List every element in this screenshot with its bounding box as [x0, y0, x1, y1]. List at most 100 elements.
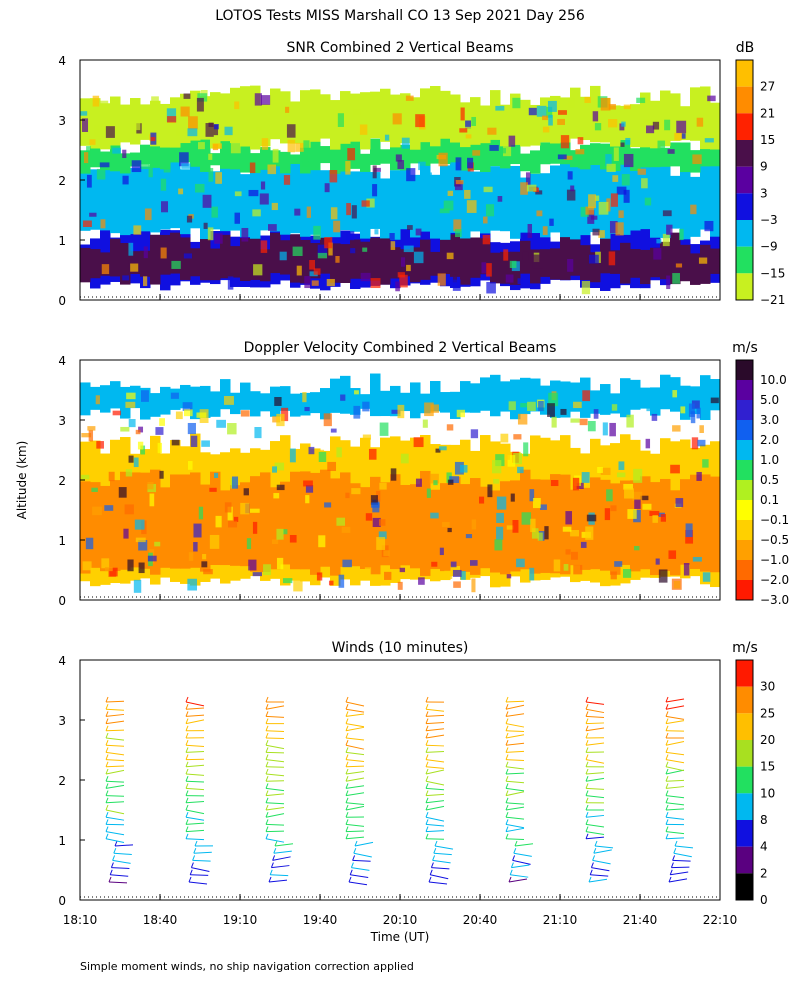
- heatmap-cell: [530, 104, 541, 146]
- wind-barb: [265, 705, 285, 710]
- heatmap-cell: [467, 157, 474, 169]
- heatmap-cell: [362, 401, 370, 412]
- heatmap-cell: [260, 240, 268, 253]
- heatmap-cell: [181, 163, 191, 169]
- heatmap-cell: [486, 281, 496, 294]
- heatmap-cell: [605, 154, 612, 166]
- wind-barb: [265, 802, 285, 805]
- heatmap-cell: [580, 144, 591, 170]
- wind-barb-flag: [505, 819, 509, 825]
- heatmap-cell: [210, 248, 221, 281]
- heatmap-cell: [493, 478, 500, 484]
- colorbar-swatch: [736, 220, 753, 247]
- heatmap-cell: [447, 190, 454, 196]
- colorbar-swatch: [736, 660, 753, 687]
- heatmap-cell: [602, 422, 608, 436]
- heatmap-cell: [109, 567, 118, 577]
- heatmap-cell: [700, 158, 711, 230]
- wind-barb: [192, 859, 211, 862]
- heatmap-cell: [439, 547, 444, 556]
- wind-barb-flag: [265, 826, 269, 832]
- heatmap-cell: [360, 92, 371, 150]
- wind-barb-flag: [425, 768, 429, 775]
- wind-barb: [105, 838, 125, 844]
- wind-barb: [665, 837, 685, 840]
- wind-barb: [665, 759, 685, 764]
- heatmap-cell: [294, 208, 301, 216]
- heatmap-cell: [240, 482, 251, 567]
- wind-barb: [345, 830, 365, 833]
- heatmap-cell: [656, 239, 662, 244]
- wind-barb-flag: [430, 862, 434, 868]
- heatmap-cell: [260, 104, 271, 147]
- colorbar-swatch: [736, 766, 753, 794]
- wind-barb: [665, 705, 685, 710]
- heatmap-cell: [220, 490, 231, 566]
- heatmap-cell: [687, 185, 694, 200]
- heatmap-cell: [550, 480, 559, 487]
- wind-barb-flag: [185, 718, 189, 724]
- heatmap-cell: [447, 479, 454, 485]
- wind-barb-flag: [269, 869, 273, 875]
- wind-barb-flag: [185, 747, 189, 753]
- heatmap-cell: [133, 579, 142, 593]
- heatmap-cell: [300, 392, 311, 416]
- heatmap-cell: [100, 151, 111, 171]
- colorbar-swatch: [736, 560, 753, 580]
- heatmap-cell: [610, 250, 621, 274]
- heatmap-cell: [400, 453, 409, 464]
- heatmap-cell: [489, 145, 499, 151]
- wind-barb: [185, 822, 205, 825]
- wind-barb-flag: [585, 804, 589, 811]
- heatmap-cell: [571, 551, 578, 560]
- colorbar-label: −0.1: [760, 513, 789, 527]
- wind-barb-flag: [585, 768, 589, 775]
- heatmap-cell: [430, 144, 441, 164]
- wind-barb-flag: [590, 862, 594, 868]
- heatmap-cell: [252, 209, 261, 217]
- heatmap-cell: [150, 469, 161, 575]
- wind-barb: [513, 852, 532, 857]
- wind-barb: [185, 744, 205, 748]
- heatmap-cell: [274, 462, 285, 471]
- wind-barb-flag: [513, 848, 517, 854]
- heatmap-cell: [220, 163, 231, 232]
- heatmap-cell: [143, 276, 148, 287]
- heatmap-cell: [640, 476, 651, 570]
- heatmap-cell: [615, 222, 624, 236]
- heatmap-cell: [293, 577, 303, 592]
- heatmap-cell: [110, 164, 121, 234]
- wind-barb: [425, 766, 445, 769]
- heatmap-cell: [370, 495, 378, 505]
- heatmap-cell: [270, 165, 281, 232]
- heatmap-cell: [529, 489, 535, 502]
- heatmap-cell: [140, 166, 151, 232]
- heatmap-cell: [672, 425, 681, 432]
- heatmap-cell: [160, 247, 167, 259]
- heatmap-cell: [253, 264, 263, 276]
- wind-barb: [505, 816, 525, 820]
- wind-barb-flag: [585, 797, 589, 803]
- wind-barb: [585, 742, 605, 746]
- wind-barb-flag: [505, 754, 509, 760]
- wind-barb: [585, 787, 605, 790]
- wind-barb-flag: [272, 855, 276, 861]
- wind-barb-flag: [669, 869, 673, 875]
- wind-barb: [665, 715, 685, 720]
- heatmap-cell: [680, 406, 686, 414]
- heatmap-cell: [383, 550, 390, 557]
- colorbar-swatch: [736, 500, 753, 520]
- heatmap-cell: [372, 517, 381, 528]
- heatmap-cell: [510, 493, 515, 502]
- heatmap-cell: [632, 491, 643, 501]
- heatmap-cell: [290, 101, 301, 144]
- heatmap-cell: [300, 239, 311, 284]
- heatmap-cell: [547, 403, 555, 417]
- heatmap-cell: [290, 393, 301, 417]
- wind-barb-flag: [425, 804, 429, 811]
- heatmap-cell: [195, 183, 205, 193]
- heatmap-cell: [612, 175, 619, 182]
- wind-barb-flag: [673, 848, 677, 854]
- heatmap-cell: [636, 97, 646, 104]
- heatmap-cell: [452, 279, 461, 291]
